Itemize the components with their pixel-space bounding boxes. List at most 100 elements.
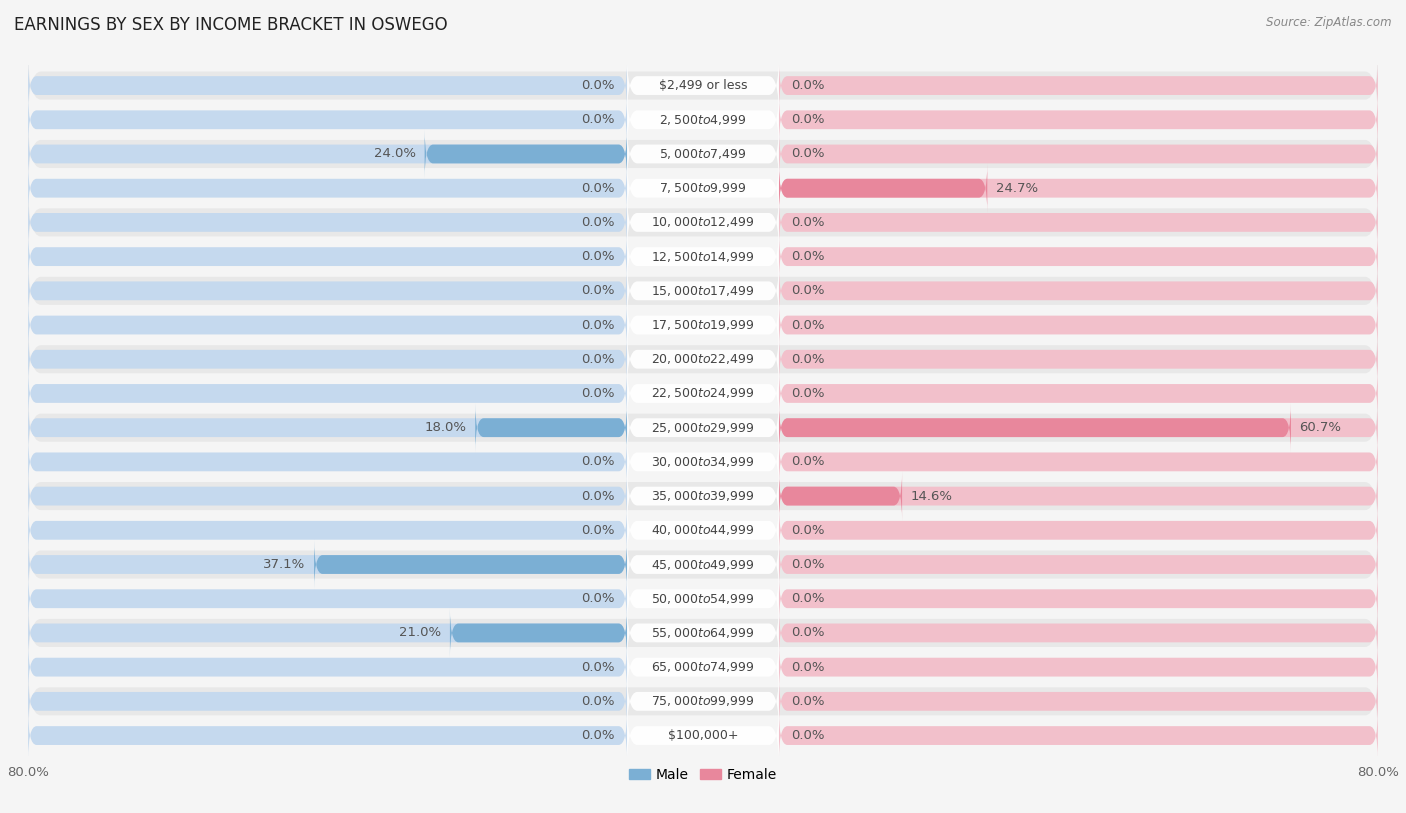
Text: 0.0%: 0.0% (792, 319, 825, 332)
FancyBboxPatch shape (28, 61, 627, 111)
FancyBboxPatch shape (779, 266, 1378, 315)
Text: 21.0%: 21.0% (399, 627, 441, 640)
FancyBboxPatch shape (450, 608, 627, 658)
Text: 0.0%: 0.0% (581, 216, 614, 229)
Text: 0.0%: 0.0% (581, 661, 614, 674)
FancyBboxPatch shape (779, 472, 1378, 521)
Text: 0.0%: 0.0% (581, 455, 614, 468)
FancyBboxPatch shape (779, 61, 1378, 111)
FancyBboxPatch shape (28, 232, 627, 281)
FancyBboxPatch shape (627, 122, 779, 185)
Text: $65,000 to $74,999: $65,000 to $74,999 (651, 660, 755, 674)
FancyBboxPatch shape (28, 198, 627, 247)
FancyBboxPatch shape (779, 368, 1378, 418)
FancyBboxPatch shape (28, 664, 1378, 739)
Text: 0.0%: 0.0% (792, 216, 825, 229)
FancyBboxPatch shape (28, 185, 1378, 259)
Text: 24.0%: 24.0% (374, 147, 416, 160)
Text: 0.0%: 0.0% (581, 695, 614, 708)
FancyBboxPatch shape (627, 567, 779, 630)
FancyBboxPatch shape (779, 540, 1378, 589)
FancyBboxPatch shape (425, 129, 627, 179)
FancyBboxPatch shape (28, 288, 1378, 363)
Text: 14.6%: 14.6% (911, 489, 952, 502)
FancyBboxPatch shape (627, 533, 779, 596)
Text: $22,500 to $24,999: $22,500 to $24,999 (651, 386, 755, 401)
FancyBboxPatch shape (28, 82, 1378, 157)
Text: $20,000 to $22,499: $20,000 to $22,499 (651, 352, 755, 366)
Text: 0.0%: 0.0% (581, 524, 614, 537)
Text: $7,500 to $9,999: $7,500 to $9,999 (659, 181, 747, 195)
FancyBboxPatch shape (475, 403, 627, 453)
FancyBboxPatch shape (779, 506, 1378, 555)
Text: 0.0%: 0.0% (581, 181, 614, 194)
Text: 0.0%: 0.0% (792, 558, 825, 571)
Text: $75,000 to $99,999: $75,000 to $99,999 (651, 694, 755, 708)
Text: 0.0%: 0.0% (792, 524, 825, 537)
Text: Source: ZipAtlas.com: Source: ZipAtlas.com (1267, 16, 1392, 29)
FancyBboxPatch shape (28, 129, 627, 179)
FancyBboxPatch shape (28, 608, 627, 658)
Text: 0.0%: 0.0% (581, 387, 614, 400)
FancyBboxPatch shape (28, 48, 1378, 123)
FancyBboxPatch shape (28, 472, 627, 521)
Text: 0.0%: 0.0% (792, 285, 825, 298)
FancyBboxPatch shape (28, 698, 1378, 773)
FancyBboxPatch shape (28, 596, 1378, 670)
Text: 0.0%: 0.0% (581, 489, 614, 502)
FancyBboxPatch shape (28, 493, 1378, 567)
FancyBboxPatch shape (28, 437, 627, 487)
Text: $2,500 to $4,999: $2,500 to $4,999 (659, 113, 747, 127)
FancyBboxPatch shape (779, 163, 1378, 213)
FancyBboxPatch shape (627, 54, 779, 117)
FancyBboxPatch shape (28, 322, 1378, 397)
FancyBboxPatch shape (779, 403, 1378, 453)
FancyBboxPatch shape (627, 157, 779, 220)
FancyBboxPatch shape (627, 430, 779, 493)
FancyBboxPatch shape (28, 506, 627, 555)
Text: $5,000 to $7,499: $5,000 to $7,499 (659, 147, 747, 161)
FancyBboxPatch shape (28, 711, 627, 760)
FancyBboxPatch shape (627, 602, 779, 664)
FancyBboxPatch shape (28, 527, 1378, 602)
FancyBboxPatch shape (28, 630, 1378, 704)
Text: 0.0%: 0.0% (581, 592, 614, 605)
FancyBboxPatch shape (779, 129, 1378, 179)
FancyBboxPatch shape (779, 676, 1378, 726)
FancyBboxPatch shape (627, 498, 779, 562)
FancyBboxPatch shape (627, 191, 779, 254)
Text: 0.0%: 0.0% (792, 250, 825, 263)
FancyBboxPatch shape (779, 642, 1378, 692)
FancyBboxPatch shape (28, 562, 1378, 636)
FancyBboxPatch shape (627, 636, 779, 699)
FancyBboxPatch shape (627, 362, 779, 425)
Text: 0.0%: 0.0% (581, 113, 614, 126)
FancyBboxPatch shape (28, 424, 1378, 499)
FancyBboxPatch shape (627, 704, 779, 767)
FancyBboxPatch shape (28, 117, 1378, 191)
Text: 37.1%: 37.1% (263, 558, 305, 571)
Text: 0.0%: 0.0% (792, 147, 825, 160)
Text: 0.0%: 0.0% (581, 250, 614, 263)
Text: $55,000 to $64,999: $55,000 to $64,999 (651, 626, 755, 640)
FancyBboxPatch shape (779, 437, 1378, 487)
FancyBboxPatch shape (779, 198, 1378, 247)
Text: $30,000 to $34,999: $30,000 to $34,999 (651, 455, 755, 469)
Text: $50,000 to $54,999: $50,000 to $54,999 (651, 592, 755, 606)
FancyBboxPatch shape (28, 220, 1378, 294)
FancyBboxPatch shape (28, 266, 627, 315)
FancyBboxPatch shape (28, 459, 1378, 533)
Text: 0.0%: 0.0% (792, 661, 825, 674)
Text: $17,500 to $19,999: $17,500 to $19,999 (651, 318, 755, 332)
Text: 0.0%: 0.0% (792, 695, 825, 708)
FancyBboxPatch shape (28, 95, 627, 145)
FancyBboxPatch shape (28, 300, 627, 350)
FancyBboxPatch shape (627, 670, 779, 733)
FancyBboxPatch shape (779, 608, 1378, 658)
FancyBboxPatch shape (28, 151, 1378, 225)
FancyBboxPatch shape (627, 293, 779, 357)
Text: $2,499 or less: $2,499 or less (659, 79, 747, 92)
Text: $35,000 to $39,999: $35,000 to $39,999 (651, 489, 755, 503)
FancyBboxPatch shape (779, 163, 987, 213)
Text: 0.0%: 0.0% (581, 353, 614, 366)
